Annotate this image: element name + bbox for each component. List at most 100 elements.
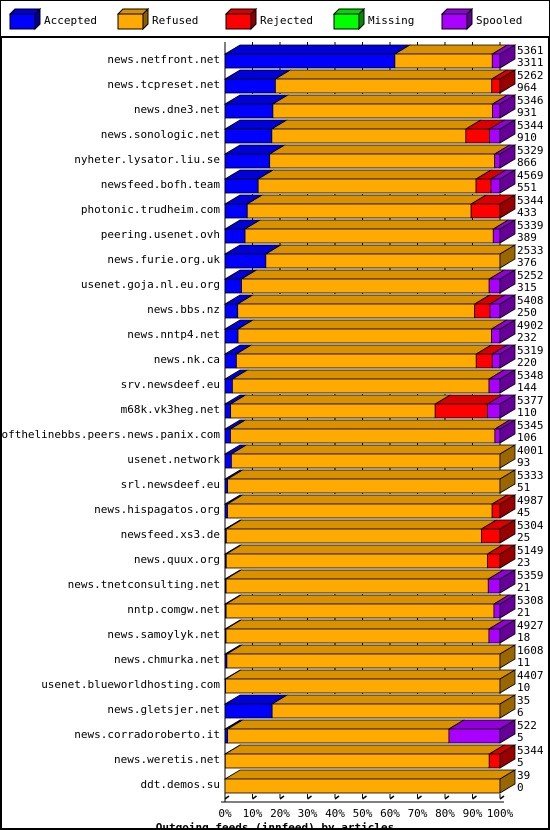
bar-segment-top-refused (226, 719, 466, 730)
bar-segment-spooled (494, 428, 501, 444)
tick-mark (499, 795, 505, 800)
value-label-accepted: 433 (517, 206, 537, 219)
bar-side (499, 444, 516, 469)
value-label-total: 5262 (517, 69, 544, 82)
category-label: usenet.blueworldhosting.com (41, 678, 220, 691)
bar-side (499, 669, 516, 694)
value-label-accepted: 964 (517, 81, 537, 94)
category-label: nntp.comgw.net (127, 603, 220, 616)
bar-segment-top-refused (224, 544, 504, 555)
bar-segment-accepted (224, 53, 396, 69)
bar-side (499, 494, 516, 519)
category-label: news.gletsjer.net (107, 703, 220, 716)
category-label: news.nk.ca (154, 353, 220, 366)
x-tick-label: 100% (487, 807, 514, 820)
bar-segment-top-refused (243, 219, 510, 230)
bar-segment-top-refused (234, 344, 493, 355)
x-tick-label: 30% (298, 807, 318, 820)
bar-side (499, 94, 516, 119)
bar-segment-top-refused (264, 244, 517, 255)
x-tick-label: 80% (435, 807, 455, 820)
bar-segment-accepted (224, 178, 259, 194)
bar-segment-spooled (491, 53, 501, 69)
bar-segment-spooled (488, 278, 501, 294)
bar-segment-refused (237, 303, 476, 319)
value-label-accepted: 389 (517, 231, 537, 244)
bar-segment-top-refused (240, 269, 506, 280)
value-label-total: 522 (517, 719, 537, 732)
bar-segment-refused (257, 178, 477, 194)
bar-side (499, 244, 516, 269)
bar-segment-top-refused (224, 669, 517, 680)
category-label: news.quux.org (134, 553, 220, 566)
bar-segment-refused (227, 503, 493, 519)
value-label-accepted: 551 (517, 181, 537, 194)
value-label-accepted: 232 (517, 331, 537, 344)
bar-segment-accepted (224, 403, 232, 419)
x-tick-label: 90% (463, 807, 483, 820)
bar-segment-rejected (486, 553, 501, 569)
legend: Accepted Refused Rejected Missing Spooled (8, 7, 522, 31)
bar-segment-top-refused (224, 519, 498, 530)
plot-frame (1, 37, 549, 829)
tick-mark (389, 795, 395, 800)
bar-side (499, 544, 516, 569)
bar-segment-accepted (224, 353, 237, 369)
category-label: peering.usenet.ovh (101, 228, 220, 241)
legend-swatch (333, 13, 360, 30)
bar-segment-refused (224, 753, 490, 769)
bar-segment-accepted (224, 103, 274, 119)
category-label: news.tnetconsulting.net (68, 578, 220, 591)
legend-swatch (9, 13, 36, 30)
bar-segment-top-refused (226, 469, 517, 480)
bar-segment-accepted (224, 128, 273, 144)
bar-segment-rejected (475, 178, 492, 194)
bar-segment-refused (271, 703, 501, 719)
legend-item-rejected: Rejected (224, 7, 313, 31)
value-label-accepted: 10 (517, 681, 530, 694)
category-label: news.samoylyk.net (107, 628, 220, 641)
legend-label: Spooled (476, 14, 522, 27)
value-label-accepted: 106 (517, 431, 537, 444)
value-label-accepted: 110 (517, 406, 537, 419)
bar-segment-top-accepted (223, 44, 412, 55)
bars: news.netfront.net53613311news.tcpreset.n… (0, 44, 544, 794)
bar-segment-refused (226, 653, 501, 669)
tick-mark (307, 795, 312, 800)
category-label: usenet.network (127, 453, 220, 466)
bar-segment-refused (241, 278, 490, 294)
bar-segment-refused (224, 778, 501, 794)
bar-segment-top-refused (223, 744, 506, 755)
x-tick-label: 70% (408, 807, 428, 820)
bar-side (499, 519, 516, 544)
category-label: ddt.demos.su (141, 778, 220, 791)
value-label-total: 5377 (517, 394, 544, 407)
bar-segment-accepted (224, 228, 246, 244)
bar-segment-top-refused (393, 44, 509, 55)
bar-side (499, 594, 516, 619)
value-label-total: 4927 (517, 619, 544, 632)
value-label-accepted: 144 (517, 381, 537, 394)
category-label: nyheter.lysator.liu.se (74, 153, 220, 166)
value-label-total: 5304 (517, 519, 544, 532)
value-label-total: 5344 (517, 119, 544, 132)
category-label: news.weretis.net (114, 753, 220, 766)
bar-side (499, 269, 516, 294)
bar-side (499, 569, 516, 594)
bar-segment-rejected (480, 528, 501, 544)
bar-side (499, 644, 516, 669)
value-label-total: 5348 (517, 369, 544, 382)
bar-side (499, 169, 516, 194)
bar-segment-accepted (224, 203, 248, 219)
value-label-total: 5408 (517, 294, 544, 307)
value-label-accepted: 910 (517, 131, 537, 144)
